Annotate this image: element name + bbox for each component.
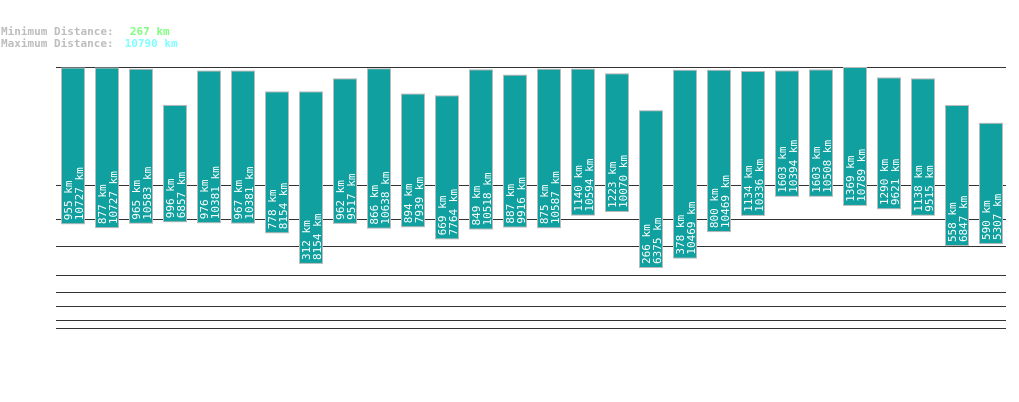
max-distance-label: 10583 km [141, 166, 154, 219]
max-distance-label: 10594 km [583, 158, 596, 211]
min-distance-label: 378 km [674, 214, 687, 254]
min-distance-row: Minimum Distance: 267 km [1, 26, 170, 37]
min-distance-label: 887 km [504, 183, 517, 223]
range-bar [435, 95, 459, 240]
range-bar [945, 105, 969, 247]
range-bar [741, 70, 765, 216]
range-bar [95, 67, 119, 229]
max-distance-label: 9916 km [515, 177, 528, 224]
min-distance-label: 955 km [62, 180, 75, 220]
max-distance-label: 10336 km [753, 159, 766, 212]
range-bar [843, 67, 867, 206]
range-bar [231, 70, 255, 224]
max-distance-label: 10070 km [617, 155, 630, 208]
range-bar [129, 68, 153, 224]
max-distance-label: 9517 km [345, 173, 358, 220]
range-bar [469, 69, 493, 230]
min-distance-value: 267 km [129, 25, 170, 38]
max-distance-label: 8154 km [311, 213, 324, 260]
min-distance-label: 800 km [708, 188, 721, 228]
min-distance-label: 669 km [436, 195, 449, 235]
max-distance-label: 10381 km [209, 166, 222, 219]
range-bar [61, 67, 85, 225]
range-bar [163, 104, 187, 223]
range-bar [809, 69, 833, 197]
range-bar [877, 77, 901, 210]
min-distance-label: 967 km [232, 180, 245, 220]
min-distance-label: 1290 km [878, 158, 891, 205]
max-distance-label: 6847 km [957, 195, 970, 242]
max-distance-label: 10469 km [719, 175, 732, 228]
max-distance-label: 10381 km [243, 166, 256, 219]
max-distance-label: 10508 km [821, 139, 834, 192]
max-distance-label: 6375 km [651, 217, 664, 264]
max-distance-value: 10790 km [124, 37, 178, 50]
min-distance-label: 1369 km [844, 155, 857, 202]
min-distance-label: 1603 km [810, 146, 823, 193]
min-distance-label: 778 km [266, 189, 279, 229]
range-bar [639, 110, 663, 268]
range-bar [367, 68, 391, 229]
max-distance-label: 10587 km [549, 171, 562, 224]
min-distance-label: 965 km [130, 180, 143, 220]
min-distance-label: 976 km [198, 179, 211, 219]
range-bar [299, 91, 323, 264]
min-distance-label: 894 km [402, 183, 415, 223]
min-distance-label: Minimum Distance: [1, 25, 114, 38]
range-bar [401, 93, 425, 228]
range-bar [979, 122, 1003, 245]
max-distance-label: 7939 km [413, 176, 426, 223]
max-distance-label: 9621 km [889, 158, 902, 205]
max-distance-label: 9515 km [923, 165, 936, 212]
range-bar [333, 78, 357, 224]
min-distance-label: 962 km [334, 180, 347, 220]
min-distance-label: 558 km [946, 202, 959, 242]
range-bar [537, 68, 561, 229]
max-distance-label: 10789 km [855, 149, 868, 202]
min-distance-label: 866 km [368, 185, 381, 225]
max-distance-label: 10727 km [73, 167, 86, 220]
min-distance-label: 590 km [980, 200, 993, 240]
range-bar [775, 70, 799, 197]
range-bar [707, 69, 731, 233]
max-distance-label: 10394 km [787, 139, 800, 192]
max-distance-row: Maximum Distance: 10790 km [1, 38, 178, 49]
min-distance-label: 266 km [640, 224, 653, 264]
min-distance-label: 996 km [164, 178, 177, 218]
min-distance-label: 1223 km [606, 161, 619, 208]
min-distance-label: 1134 km [742, 165, 755, 212]
range-bar [503, 74, 527, 228]
max-distance-label: 6857 km [175, 172, 188, 219]
min-distance-label: 877 km [96, 184, 109, 224]
max-distance-label: 8154 km [277, 183, 290, 230]
range-bar [605, 73, 629, 213]
max-distance-label: 10469 km [685, 201, 698, 254]
max-distance-label: 5307 km [991, 193, 1004, 240]
min-distance-label: 1138 km [912, 165, 925, 212]
min-distance-label: 312 km [300, 220, 313, 260]
max-distance-label: 10638 km [379, 171, 392, 224]
range-bar [571, 68, 595, 216]
range-bar [673, 69, 697, 259]
range-bar [265, 91, 289, 234]
min-distance-label: 1603 km [776, 146, 789, 193]
min-distance-label: 875 km [538, 184, 551, 224]
max-distance-label: 7764 km [447, 189, 460, 236]
max-distance-label: 10518 km [481, 172, 494, 225]
max-distance-label: 10727 km [107, 171, 120, 224]
min-distance-label: 1140 km [572, 165, 585, 212]
range-bar [197, 70, 221, 224]
range-bar [911, 78, 935, 216]
max-distance-label: Maximum Distance: [1, 37, 114, 50]
min-distance-label: 849 km [470, 185, 483, 225]
